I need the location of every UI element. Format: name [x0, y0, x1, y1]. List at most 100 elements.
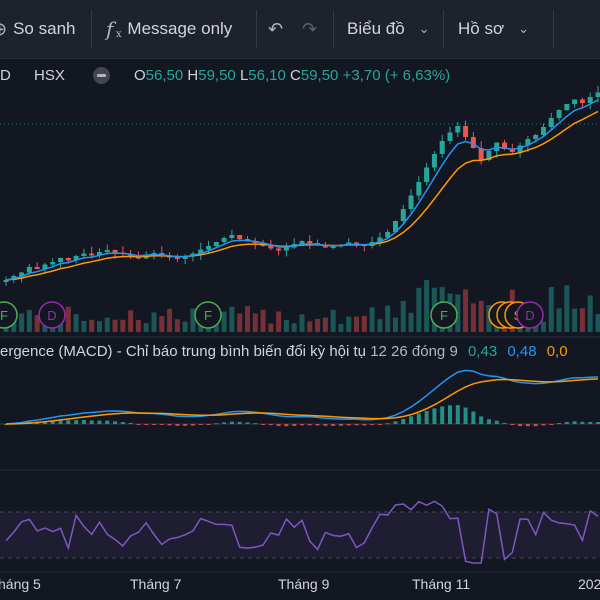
macd-histogram-bar	[120, 422, 125, 424]
candle-body	[439, 141, 445, 154]
volume-bar	[268, 323, 274, 332]
candle-body	[478, 148, 484, 160]
macd-histogram-bar	[323, 424, 328, 426]
high-label: H	[187, 66, 199, 84]
low-label: L	[239, 66, 249, 84]
macd-histogram-bar	[564, 421, 569, 424]
open-value: 56,50	[145, 66, 184, 84]
volume-bar	[478, 300, 484, 332]
macd-histogram-bar	[385, 423, 390, 425]
volume-bar	[135, 319, 141, 332]
toolbar-divider	[553, 10, 554, 48]
candle-body	[330, 246, 336, 248]
volume-bar	[128, 310, 134, 332]
volume-bar	[65, 306, 71, 332]
volume-bar	[572, 308, 578, 332]
volume-bar	[369, 307, 375, 332]
volume-bar	[307, 321, 313, 332]
volume-bar	[315, 318, 321, 332]
volume-bar	[540, 321, 546, 332]
candle-body	[377, 237, 383, 242]
macd-histogram-bar	[97, 420, 102, 424]
redo-button[interactable]: ↷	[302, 0, 317, 58]
macd-title[interactable]: ergence (MACD) - Chỉ báo trung bình biến…	[0, 343, 367, 360]
volume-bar	[229, 306, 235, 332]
profile-menu[interactable]: Hồ sơ ⌄	[458, 0, 529, 58]
redo-icon: ↷	[302, 18, 318, 39]
macd-histogram-bar	[362, 424, 367, 426]
candle-body	[26, 267, 32, 273]
candle-body	[221, 238, 227, 242]
macd-histogram-bar	[440, 406, 445, 424]
candle-body	[198, 249, 204, 254]
candle-body	[540, 127, 546, 135]
macd-histogram-bar	[338, 424, 343, 426]
macd-histogram-bar	[128, 422, 133, 424]
undo-button[interactable]: ↶	[268, 0, 283, 58]
macd-histogram-bar	[494, 420, 499, 424]
macd-histogram-bar	[190, 424, 195, 426]
macd-histogram-bar	[588, 421, 593, 424]
macd-histogram-bar	[409, 416, 414, 424]
volume-bar	[283, 319, 289, 332]
macd-histogram-bar	[268, 424, 273, 426]
candle-body	[213, 242, 219, 246]
volume-bar	[81, 320, 87, 332]
macd-histogram-bar	[89, 420, 94, 424]
volume-bar	[143, 323, 149, 332]
volume-bar	[96, 321, 102, 332]
volume-bar	[408, 312, 414, 332]
close-label: C	[290, 66, 301, 84]
candle-body	[229, 235, 235, 238]
candle-body	[556, 110, 562, 118]
macd-histogram-bar	[580, 421, 585, 424]
compare-button[interactable]: ⊕ So sanh	[0, 0, 75, 58]
candle-body	[533, 135, 539, 139]
volume-bar	[548, 287, 554, 332]
event-marker-label: F	[0, 308, 8, 323]
candle-body	[174, 257, 180, 259]
ema-fast-line	[5, 99, 599, 281]
candle-body	[268, 246, 274, 249]
macd-histogram-bar	[463, 407, 468, 424]
event-marker-circle	[38, 301, 66, 329]
toolbar-divider	[91, 10, 92, 48]
macd-histogram-bar	[136, 424, 141, 425]
macd-histogram-bar	[432, 408, 437, 424]
macd-histogram-bar	[525, 424, 530, 427]
candle-body	[283, 247, 289, 251]
macd-histogram-bar	[401, 419, 406, 424]
volume-bar	[564, 285, 570, 332]
macd-histogram-bar	[167, 424, 172, 426]
volume-bar	[470, 303, 476, 332]
chart-type-menu[interactable]: Biểu đồ ⌄	[347, 0, 430, 58]
toolbar-divider	[256, 10, 257, 48]
volume-bar	[291, 323, 297, 332]
volume-bar	[424, 280, 430, 332]
candle-body	[112, 250, 118, 253]
event-markers[interactable]: FDFFSSSD	[0, 301, 544, 329]
candle-body	[502, 142, 508, 149]
volume-bar	[587, 295, 593, 332]
indicators-label: Message only	[127, 19, 233, 38]
candle-body	[463, 126, 469, 137]
event-marker-circle	[516, 301, 544, 329]
event-marker-circle	[0, 301, 18, 329]
candles	[3, 85, 600, 286]
macd-histogram-bar	[276, 424, 281, 427]
candle-body	[96, 252, 102, 256]
hide-icon[interactable]	[93, 67, 110, 84]
volume-bar	[400, 301, 406, 332]
time-axis-label: Tháng 11	[412, 576, 471, 592]
macd-histogram-bar	[214, 423, 219, 425]
event-marker-label: D	[47, 308, 56, 323]
volume-bar	[120, 319, 126, 332]
chart-type-label: Biểu đồ	[347, 19, 405, 38]
candle-body	[447, 132, 453, 141]
symbol-name[interactable]: D	[0, 66, 11, 84]
volume-bar	[556, 308, 562, 332]
candle-body	[525, 139, 531, 146]
volume-bar	[252, 313, 258, 332]
